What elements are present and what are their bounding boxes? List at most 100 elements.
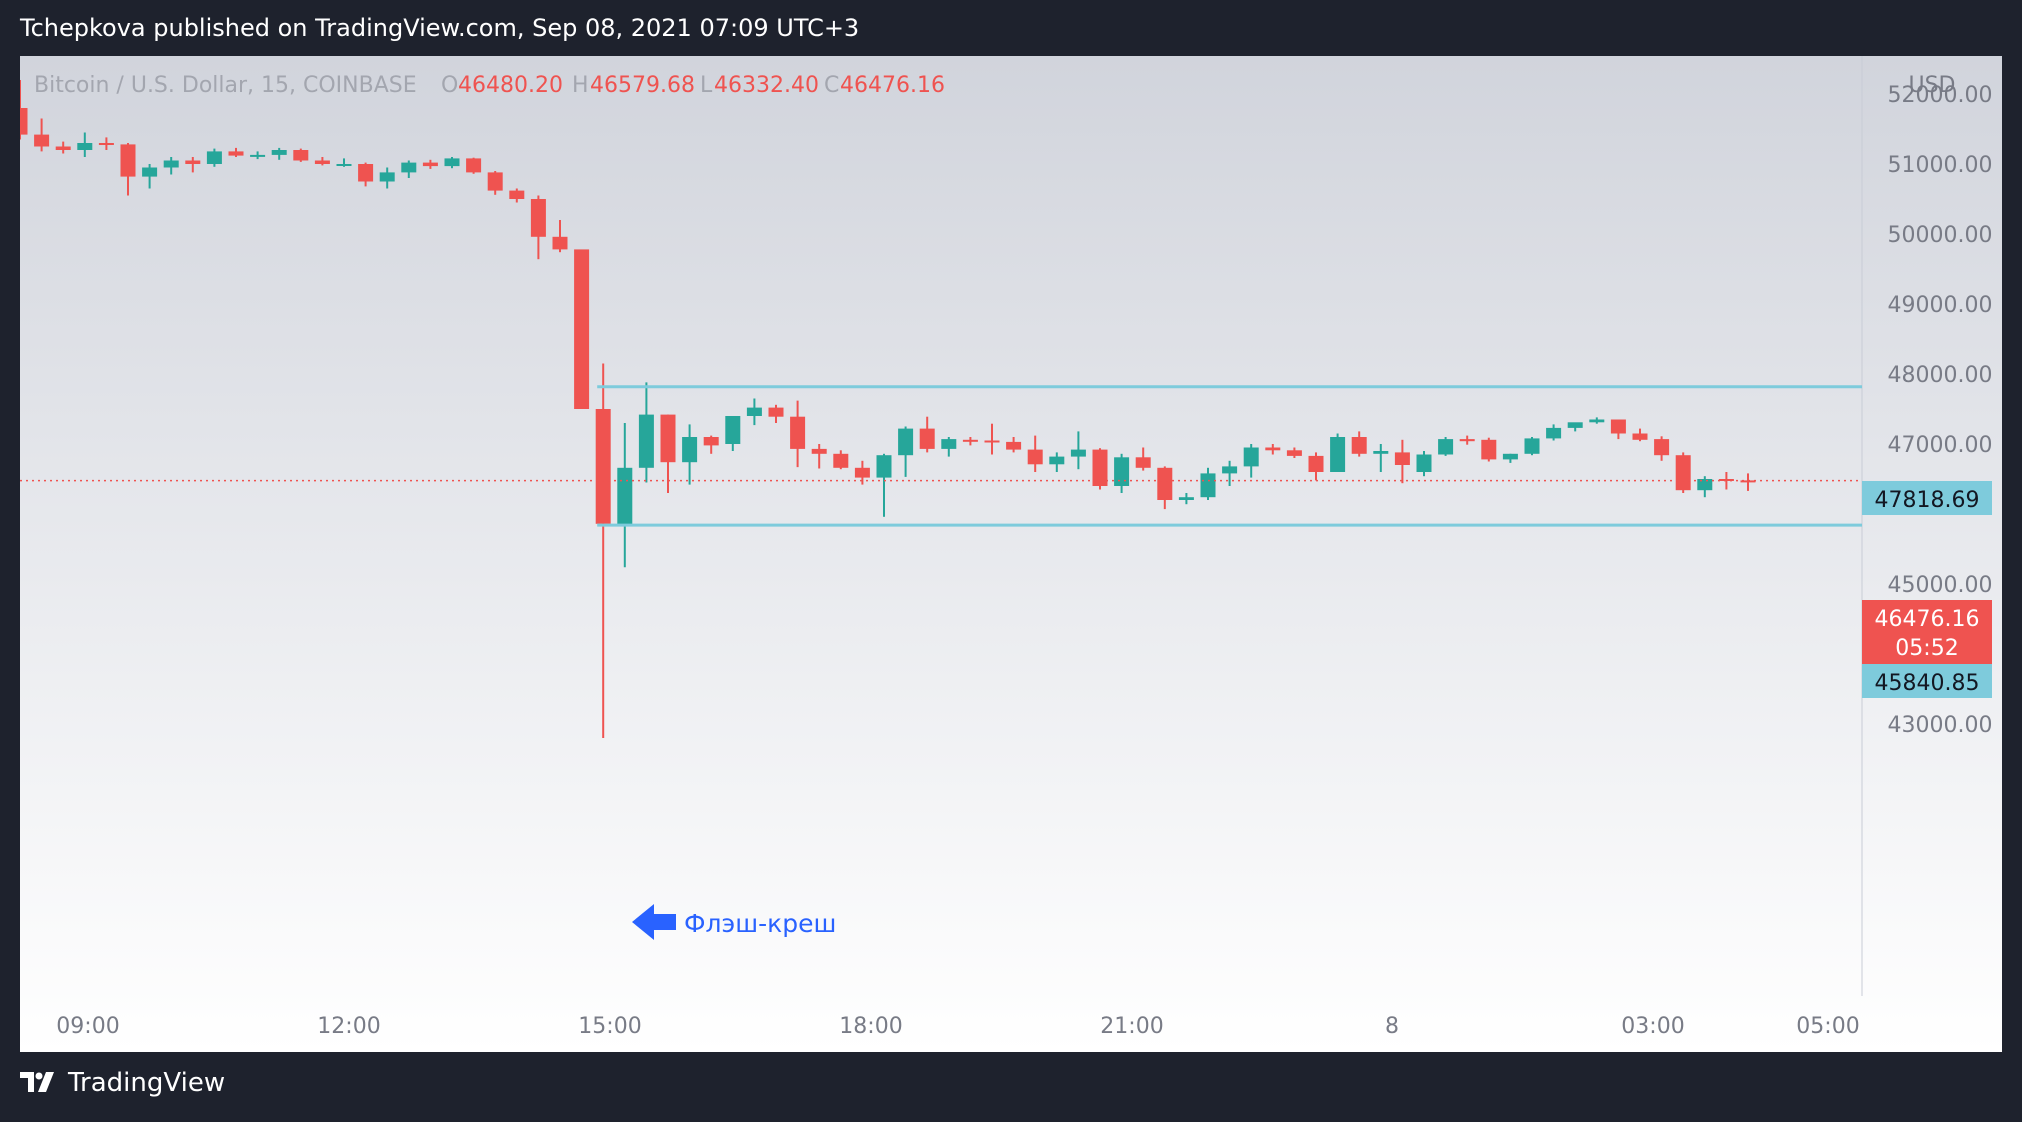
close-value: 46476.16 xyxy=(840,73,945,98)
candle-body xyxy=(962,439,978,442)
time-tick-label: 09:00 xyxy=(56,1014,119,1039)
time-tick-label: 12:00 xyxy=(317,1014,380,1039)
candle-body xyxy=(1092,449,1108,486)
candle-body xyxy=(1049,456,1065,465)
candle-body xyxy=(1070,449,1086,457)
candle-body xyxy=(1351,437,1367,454)
high-label: H xyxy=(572,73,589,98)
candle-body xyxy=(358,164,374,182)
candle-body xyxy=(660,414,676,463)
candle-body xyxy=(1416,454,1432,472)
lower-level-label: 45840.85 xyxy=(1875,671,1980,696)
price-tick-label: 51000.00 xyxy=(1888,153,1993,178)
candle-body xyxy=(552,236,568,250)
chart-background xyxy=(20,56,2002,1052)
candle-body xyxy=(444,158,460,167)
tradingview-logo-icon xyxy=(20,1072,54,1092)
price-labels: 47818.69 46476.16 05:52 45840.85 xyxy=(1862,481,1992,698)
candle-body xyxy=(185,160,201,164)
last-price-label-box xyxy=(1862,600,1992,664)
candle-body xyxy=(12,108,28,135)
candle-body xyxy=(898,428,914,456)
symbol-name: Bitcoin / U.S. Dollar, 15, COINBASE xyxy=(34,73,417,98)
candle-body xyxy=(833,453,849,468)
tradingview-footer: TradingView xyxy=(20,1068,225,1098)
candle-body xyxy=(1502,453,1518,460)
candle-body xyxy=(206,151,222,164)
price-tick-label: 49000.00 xyxy=(1888,293,1993,318)
candle-body xyxy=(1546,427,1562,439)
time-tick-label: 05:00 xyxy=(1796,1014,1859,1039)
levels-group xyxy=(20,385,1862,527)
candle-body xyxy=(811,448,827,454)
candle-body xyxy=(336,164,352,166)
candle-body xyxy=(530,199,546,237)
price-tick-label: 43000.00 xyxy=(1888,713,1993,738)
candle-body xyxy=(1157,467,1173,500)
flash-crash-annotation: Флэш-креш xyxy=(632,904,836,940)
candle-body xyxy=(98,143,114,145)
candle-body xyxy=(703,437,719,446)
lower-level-label-box xyxy=(1862,664,1992,698)
price-tick-label: 48000.00 xyxy=(1888,363,1993,388)
candle-body xyxy=(1438,439,1454,455)
candle-body xyxy=(1589,419,1605,423)
chart-area[interactable]: Bitcoin / U.S. Dollar, 15, COINBASE O 46… xyxy=(12,56,2002,1052)
price-tick-label: 52000.00 xyxy=(1888,83,1993,108)
last-price-label: 46476.16 xyxy=(1875,607,1980,632)
candle-body xyxy=(1222,466,1238,474)
candlestick-chart[interactable]: Bitcoin / U.S. Dollar, 15, COINBASE O 46… xyxy=(12,56,2002,1052)
annotation-text: Флэш-креш xyxy=(684,909,836,938)
symbol-legend: Bitcoin / U.S. Dollar, 15, COINBASE O 46… xyxy=(34,73,945,98)
candle-body xyxy=(790,416,806,449)
close-label: C xyxy=(824,73,839,98)
candle-body xyxy=(1200,473,1216,498)
time-axis-ticks: 09:00 12:00 15:00 18:00 21:00 8 03:00 05:00 xyxy=(56,1014,1859,1039)
candle-body xyxy=(1718,479,1734,481)
candle-body xyxy=(1524,438,1540,454)
candle-body xyxy=(509,190,525,199)
candle-body xyxy=(1567,422,1583,428)
candle-body xyxy=(55,146,71,150)
time-tick-label: 18:00 xyxy=(839,1014,902,1039)
candle-body xyxy=(487,172,503,191)
candle-body xyxy=(466,158,482,173)
candle-body xyxy=(746,407,762,416)
open-label: O xyxy=(441,73,458,98)
high-value: 46579.68 xyxy=(590,73,695,98)
candle-body xyxy=(1308,455,1324,472)
time-tick-label: 21:00 xyxy=(1100,1014,1163,1039)
candle-body xyxy=(163,160,179,168)
candle-body xyxy=(1178,497,1194,500)
time-tick-label: 15:00 xyxy=(578,1014,641,1039)
candle-body xyxy=(1394,452,1410,465)
candle-body xyxy=(1697,479,1713,491)
candle-body xyxy=(379,172,395,182)
price-tick-label: 45000.00 xyxy=(1888,573,1993,598)
candle-body xyxy=(1481,439,1497,460)
candle-body xyxy=(34,134,50,147)
candle-body xyxy=(1135,457,1151,468)
candle-body xyxy=(768,407,784,417)
candle-body xyxy=(1243,447,1259,467)
upper-level-label-box xyxy=(1862,481,1992,515)
candle-body xyxy=(271,150,287,155)
candle-body xyxy=(1654,439,1670,456)
low-label: L xyxy=(700,73,713,98)
candle-body xyxy=(725,416,741,444)
candle-body xyxy=(77,143,93,150)
bar-countdown: 05:52 xyxy=(1895,636,1958,661)
candle-body xyxy=(941,439,957,449)
upper-level-label: 47818.69 xyxy=(1875,488,1980,513)
candle-body xyxy=(1286,450,1302,456)
candle-body xyxy=(1459,439,1475,442)
candle-body xyxy=(617,467,633,526)
open-value: 46480.20 xyxy=(458,73,563,98)
candle-body xyxy=(854,467,870,478)
arrow-left-icon xyxy=(632,904,676,940)
candle-body xyxy=(1675,455,1691,491)
price-tick-label: 47000.00 xyxy=(1888,433,1993,458)
publish-header: Tchepkova published on TradingView.com, … xyxy=(20,14,860,42)
price-tick-label: 50000.00 xyxy=(1888,223,1993,248)
candle-body xyxy=(401,162,417,173)
